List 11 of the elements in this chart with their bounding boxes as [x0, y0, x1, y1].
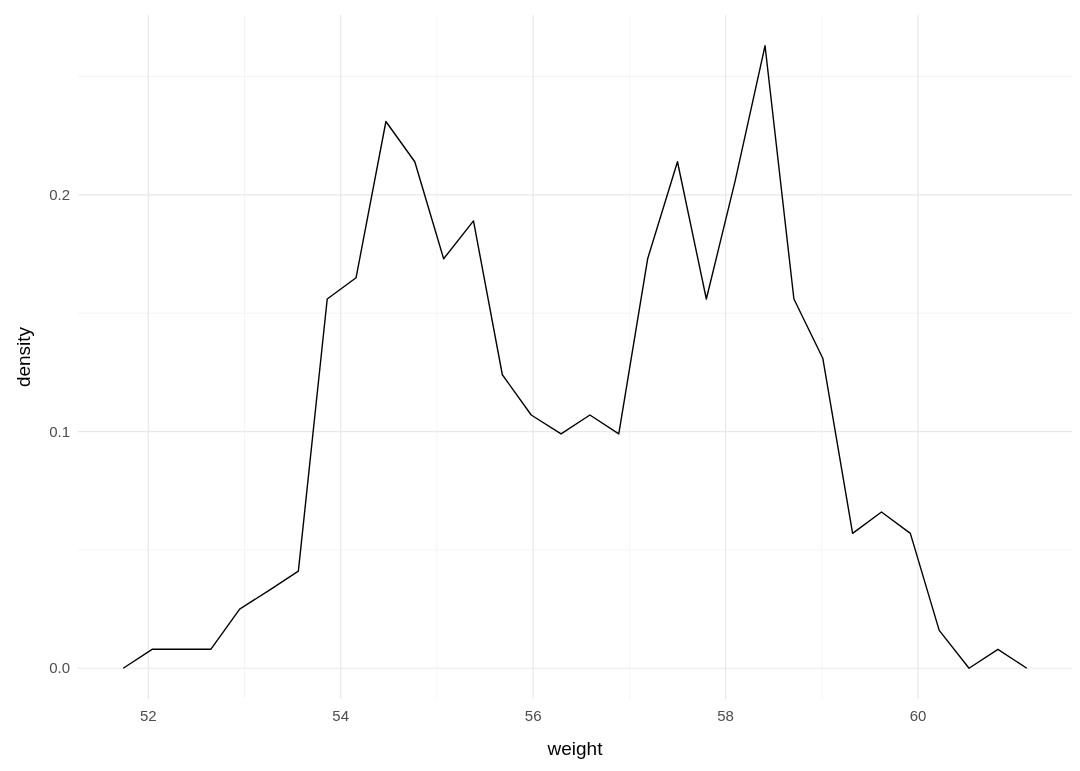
y-axis-title: density — [13, 326, 34, 388]
x-tick-label: 52 — [139, 707, 157, 724]
x-tick-label: 58 — [717, 707, 734, 724]
x-tick-label: 56 — [524, 707, 542, 724]
x-tick-label: 60 — [909, 707, 927, 724]
y-tick-label: 0.2 — [49, 186, 70, 204]
y-tick-label: 0.0 — [49, 659, 70, 677]
x-axis-title: weight — [546, 738, 604, 759]
x-tick-label: 54 — [332, 707, 350, 724]
line-series — [122, 45, 1028, 669]
y-tick-label: 0.1 — [49, 422, 70, 440]
